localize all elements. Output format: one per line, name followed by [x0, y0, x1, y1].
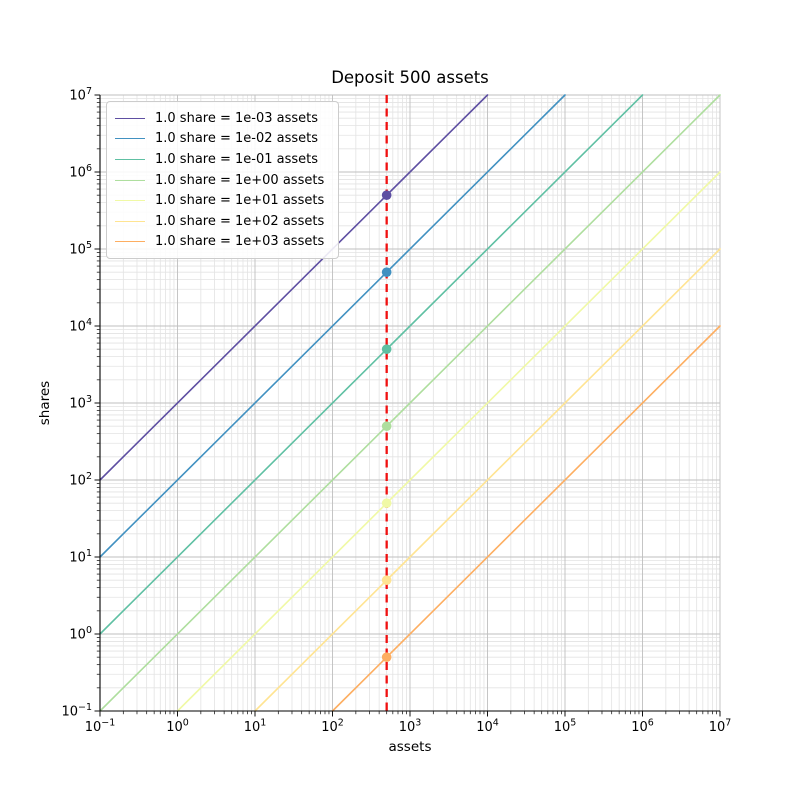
y-tick-label: 107: [69, 86, 92, 104]
legend-label: 1.0 share = 1e-01 assets: [155, 151, 319, 167]
marker-dot-2: [381, 267, 392, 277]
x-tick-label: 105: [554, 718, 577, 736]
x-tick-label: 106: [631, 718, 654, 736]
legend: 1.0 share = 1e-03 assets 1.0 share = 1e-0…: [106, 101, 340, 260]
legend-label: 1.0 share = 1e+01 assets: [155, 193, 325, 209]
x-tick-label: 107: [709, 718, 732, 736]
marker-dot-3: [381, 344, 392, 354]
legend-item-5: 1.0 share = 1e+01 assets: [115, 190, 324, 211]
y-tick-label: 104: [69, 317, 92, 335]
legend-label: 1.0 share = 1e+03 assets: [155, 234, 325, 250]
marker-dot-4: [381, 421, 392, 431]
x-tick-label: 100: [166, 718, 189, 736]
legend-item-6: 1.0 share = 1e+02 assets: [115, 211, 324, 232]
x-tick-label: 103: [399, 718, 422, 736]
series-line-3: [99, 94, 644, 635]
y-tick-label: 105: [69, 240, 92, 258]
y-tick-label: 102: [69, 471, 92, 489]
y-tick-label: 103: [69, 394, 92, 412]
y-tick-label: 10−1: [61, 702, 92, 720]
x-tick-label: 101: [244, 718, 267, 736]
legend-swatch: [115, 200, 145, 202]
series-line-5: [176, 171, 721, 712]
series-line-2: [99, 94, 566, 558]
marker-dot-6: [381, 575, 392, 585]
series-line-1: [99, 94, 489, 481]
marker-dot-5: [381, 498, 392, 508]
series-line-6: [254, 248, 721, 712]
x-axis-label: assets: [388, 739, 432, 755]
legend-swatch: [115, 117, 145, 119]
legend-swatch: [115, 220, 145, 222]
legend-label: 1.0 share = 1e+00 assets: [155, 172, 325, 188]
legend-swatch: [115, 158, 145, 160]
series-line-7: [331, 325, 721, 712]
legend-label: 1.0 share = 1e+02 assets: [155, 213, 325, 229]
y-tick-label: 106: [69, 163, 92, 181]
legend-label: 1.0 share = 1e-02 assets: [155, 131, 319, 147]
legend-item-7: 1.0 share = 1e+03 assets: [115, 232, 324, 253]
legend-label: 1.0 share = 1e-03 assets: [155, 110, 319, 126]
chart-title: Deposit 500 assets: [331, 68, 489, 87]
marker-dot-7: [381, 652, 392, 662]
legend-item-4: 1.0 share = 1e+00 assets: [115, 170, 324, 191]
legend-item-2: 1.0 share = 1e-02 assets: [115, 129, 324, 150]
y-tick-label: 101: [69, 548, 92, 566]
x-tick-label: 104: [476, 718, 499, 736]
series-line-4: [99, 94, 721, 712]
marker-dot-1: [381, 190, 392, 200]
legend-swatch: [115, 241, 145, 243]
legend-item-1: 1.0 share = 1e-03 assets: [115, 108, 324, 129]
y-tick-label: 100: [69, 625, 92, 643]
legend-swatch: [115, 179, 145, 181]
legend-swatch: [115, 138, 145, 140]
x-tick-label: 102: [321, 718, 344, 736]
legend-item-3: 1.0 share = 1e-01 assets: [115, 149, 324, 170]
y-axis-label: shares: [37, 380, 53, 426]
x-tick-label: 10−1: [85, 718, 116, 736]
